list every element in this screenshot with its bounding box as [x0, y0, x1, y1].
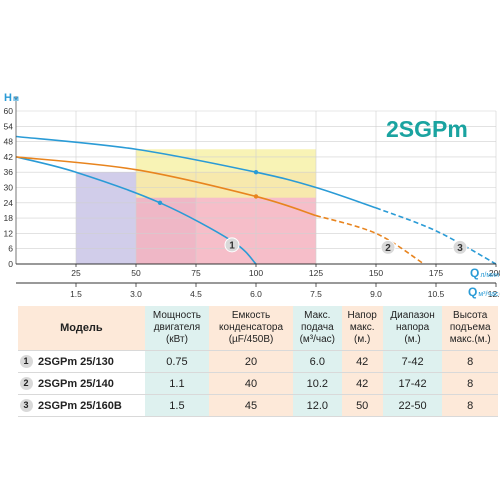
series-lines — [15, 135, 497, 265]
x-tick-label-m3h: 10.5 — [428, 289, 445, 299]
cell-capacitor: 45 — [209, 394, 293, 417]
y-tick-label: 6 — [8, 244, 13, 254]
chart-title: 2SGPm — [386, 116, 468, 142]
cell-range: 17-42 — [382, 372, 443, 395]
x-axis-label-m3h: Qм³/час — [468, 285, 499, 299]
header-head: Напор макс. (м.) — [341, 306, 383, 351]
x-tick-label-lmin: 150 — [369, 268, 383, 278]
series-2-point — [253, 194, 259, 199]
y-tick-label: 54 — [4, 121, 14, 131]
series-3-point — [253, 170, 259, 175]
cell-model: 2SGPm 25/140 — [34, 372, 145, 395]
series-1-point — [157, 200, 163, 205]
cell-lift: 8 — [442, 372, 498, 395]
x-tick-label-m3h: 6.0 — [250, 289, 262, 299]
x-tick-label-lmin: 125 — [309, 268, 323, 278]
header-model: Модель — [18, 306, 145, 351]
cell-head: 42 — [341, 372, 383, 395]
y-tick-label: 18 — [4, 213, 14, 223]
y-tick-label: 60 — [4, 106, 14, 116]
zone-3 — [136, 149, 316, 198]
x-tick-label-lmin: 175 — [429, 268, 443, 278]
x-tick-label-lmin: 25 — [71, 268, 81, 278]
x-axis-label-lmin: Qл/мин — [470, 266, 499, 280]
table-row: 1 2SGPm 25/130 0.75 20 6.0 42 7-42 8 — [18, 350, 498, 373]
cell-range: 22-50 — [382, 394, 443, 417]
spec-table: Модель Мощность двигателя (кВт) Емкость кон… — [18, 306, 498, 417]
cell-model: 2SGPm 25/130 — [34, 350, 145, 373]
y-tick-label: 24 — [4, 198, 14, 208]
series-2-badge-label: 2 — [385, 243, 391, 254]
cell-flow: 6.0 — [292, 350, 342, 373]
series-2-badge — [380, 239, 396, 255]
cell-flow: 12.0 — [292, 394, 342, 417]
x-tick-label-lmin: 50 — [131, 268, 141, 278]
header-capacitor: Емкость конденсатора (µF/450В) — [209, 306, 293, 351]
series-1-badge-label: 1 — [229, 240, 235, 251]
cell-model: 2SGPm 25/160B — [34, 394, 145, 417]
series-2-line-extension — [315, 214, 425, 265]
x-tick-label-lmin: 75 — [191, 268, 201, 278]
x-tick-label-m3h: 7.5 — [310, 289, 322, 299]
series-3-line-extension — [375, 207, 497, 265]
cell-power: 1.5 — [144, 394, 210, 417]
y-tick-label: 48 — [4, 137, 14, 147]
y-tick-label: 0 — [8, 259, 13, 269]
y-tick-label: 42 — [4, 152, 14, 162]
series-3-badge — [452, 239, 468, 255]
cell-lift: 8 — [442, 350, 498, 373]
cell-power: 1.1 — [144, 372, 210, 395]
y-tick-label: 12 — [4, 228, 14, 238]
header-lift: Высота подъема макс.(м.) — [442, 306, 498, 351]
x-tick-label-m3h: 12.0 — [488, 289, 500, 299]
cell-power: 0.75 — [144, 350, 210, 373]
row-number: 2 — [18, 372, 34, 395]
header-flow: Макс. подача (м³/час) — [292, 306, 342, 351]
series-1-badge — [224, 237, 240, 253]
x-tick-label-lmin: 100 — [249, 268, 263, 278]
x-tick-label-lmin: 200 — [489, 268, 500, 278]
x-tick-label-m3h: 1.5 — [70, 289, 82, 299]
x-axis-ticks: 25 50 75 100 125 150 175 200 1.5 3.0 4.5 6.0 7.5 9.0 1… — [70, 264, 500, 299]
cell-head: 42 — [341, 350, 383, 373]
table-row: 2 2SGPm 25/140 1.1 40 10.2 42 17-42 8 — [18, 372, 498, 395]
table-row: 3 2SGPm 25/160B 1.5 45 12.0 50 22-50 8 — [18, 394, 498, 417]
chart-grid — [16, 110, 497, 264]
series-3-line — [15, 135, 377, 209]
y-tick-label: 30 — [4, 183, 14, 193]
cell-capacitor: 20 — [209, 350, 293, 373]
x-tick-label-m3h: 9.0 — [370, 289, 382, 299]
series-2-line — [15, 156, 317, 217]
cell-range: 7-42 — [382, 350, 443, 373]
x-tick-label-m3h: 4.5 — [190, 289, 202, 299]
table-header-row: Модель Мощность двигателя (кВт) Емкость кон… — [18, 306, 498, 351]
row-number: 1 — [18, 350, 34, 373]
y-axis-ticks: 0 6 12 18 24 30 36 42 48 54 60 — [4, 106, 14, 269]
cell-lift: 8 — [442, 394, 498, 417]
series-labels: 1 2 3 — [224, 237, 468, 255]
cell-capacitor: 40 — [209, 372, 293, 395]
series-3-badge-label: 3 — [457, 243, 463, 254]
cell-head: 50 — [341, 394, 383, 417]
header-range: Диапазон напора (м.) — [382, 306, 443, 351]
y-tick-label: 36 — [4, 167, 14, 177]
x-tick-label-m3h: 3.0 — [130, 289, 142, 299]
header-power: Мощность двигателя (кВт) — [144, 306, 210, 351]
row-number: 3 — [18, 394, 34, 417]
cell-flow: 10.2 — [292, 372, 342, 395]
y-axis-label: Hм — [4, 92, 19, 104]
